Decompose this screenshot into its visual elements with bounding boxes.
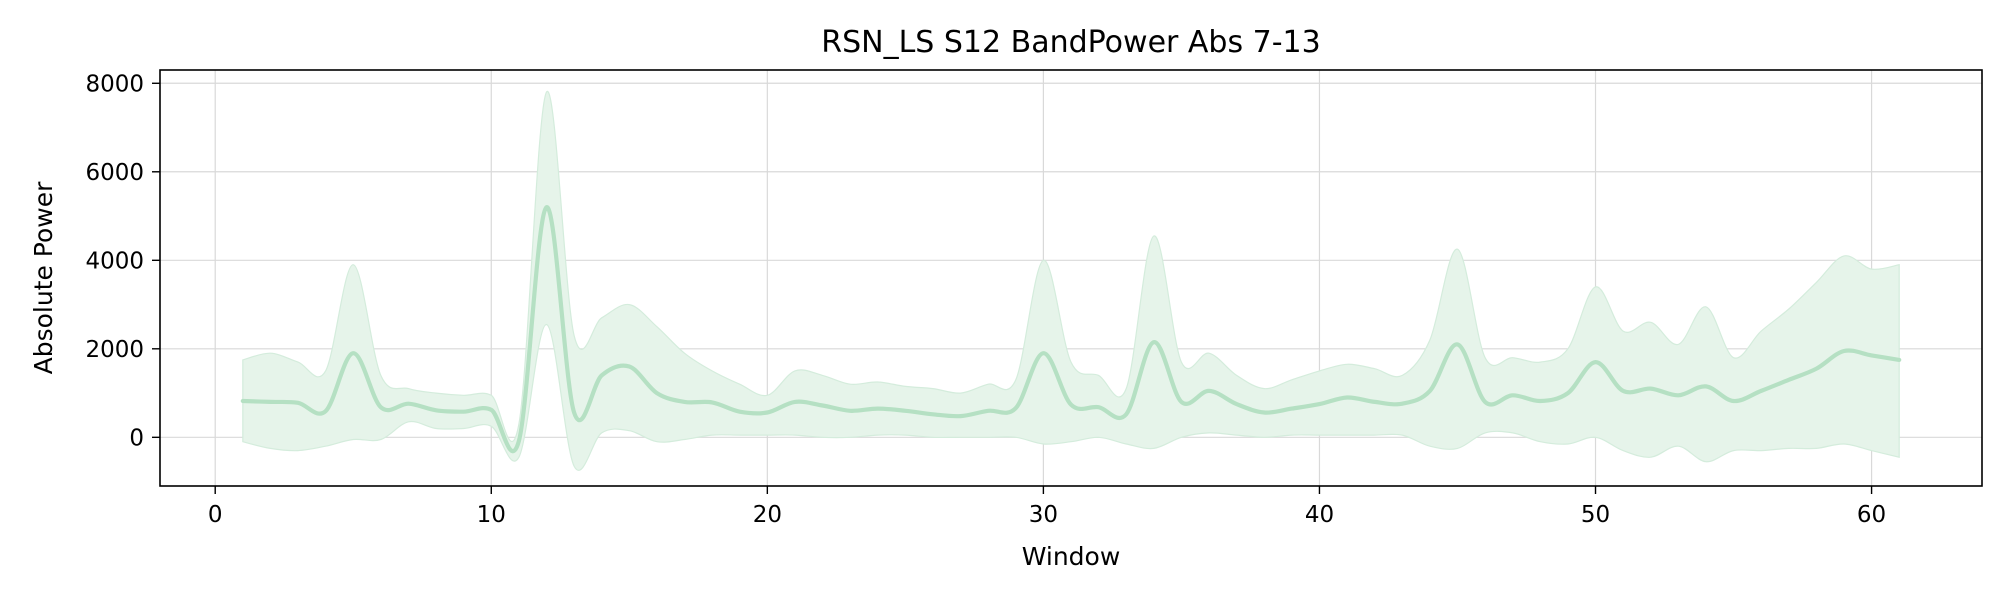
y-tick-label: 4000 (85, 248, 144, 274)
x-ticks: 0 10 20 30 40 50 60 (208, 486, 1886, 528)
band-layer (242, 91, 1900, 471)
y-axis-label: Absolute Power (29, 181, 58, 375)
chart-title: RSN_LS S12 BandPower Abs 7-13 (821, 25, 1320, 60)
x-tick-label: 50 (1581, 502, 1610, 528)
x-tick-label: 30 (1029, 502, 1058, 528)
line-layer (240, 205, 1902, 453)
std-band (242, 91, 1900, 471)
plot-frame (159, 69, 1983, 487)
y-tick-label: 8000 (85, 71, 144, 97)
y-tick-label: 2000 (85, 337, 144, 363)
x-tick-label: 0 (208, 502, 223, 528)
x-tick-label: 40 (1305, 502, 1334, 528)
mean-line (240, 205, 1902, 453)
y-tick-label: 6000 (85, 160, 144, 186)
x-axis-label: Window (1022, 542, 1121, 571)
x-tick-label: 60 (1857, 502, 1886, 528)
y-ticks: 0 2000 4000 6000 8000 (85, 71, 160, 451)
x-tick-label: 10 (477, 502, 506, 528)
x-tick-label: 20 (753, 502, 782, 528)
y-tick-label: 0 (129, 425, 144, 451)
